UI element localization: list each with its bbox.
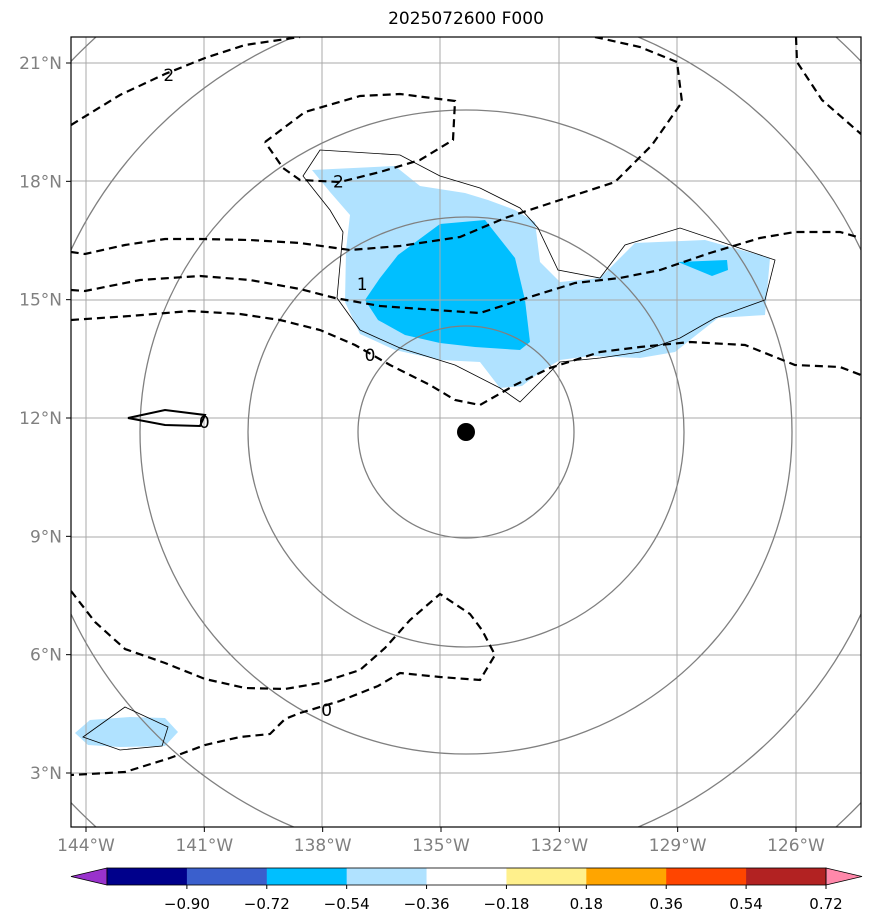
latitude-labels: 21°N 18°N 15°N 12°N 9°N 6°N 3°N <box>19 54 71 784</box>
colorbar: −0.90 −0.72 −0.54 −0.36 −0.18 0.18 0.36 0.54 0.7… <box>70 867 863 913</box>
longitude-labels: 144°W 141°W 138°W 135°W 132°W 129°W 126°W <box>57 827 825 856</box>
lon-tick-label: 132°W <box>530 836 588 856</box>
colorbar-bin <box>746 868 827 885</box>
dashed-contours <box>71 37 861 777</box>
contour-label: 0 <box>199 413 210 433</box>
lat-tick-label: 12°N <box>19 409 62 429</box>
lon-tick-label: 129°W <box>649 836 707 856</box>
lon-tick-label: 138°W <box>294 836 352 856</box>
lon-tick-label: 141°W <box>175 836 233 856</box>
lat-tick-label: 21°N <box>19 54 62 74</box>
colorbar-label: 0.54 <box>729 895 762 913</box>
lon-tick-label: 126°W <box>767 836 825 856</box>
lat-tick-label: 18°N <box>19 172 62 192</box>
lat-tick-label: 3°N <box>30 764 62 784</box>
lon-tick-label: 135°W <box>412 836 470 856</box>
shading-outline <box>82 149 776 751</box>
colorbar-label: −0.72 <box>244 895 290 913</box>
shading-deep-blue <box>365 220 728 350</box>
contour-label: 2 <box>333 172 344 192</box>
colorbar-bin <box>266 868 348 885</box>
lat-tick-label: 15°N <box>19 291 62 311</box>
contour-label: 2 <box>163 66 174 86</box>
contour-labels: 2 2 1 0 0 0 <box>163 66 376 721</box>
graticule <box>71 37 861 827</box>
colorbar-label: −0.54 <box>324 895 370 913</box>
lat-tick-label: 6°N <box>30 646 62 666</box>
colorbar-bin <box>586 868 667 885</box>
solid-contour <box>127 408 207 428</box>
colorbar-bin <box>506 868 587 885</box>
colorbar-bin <box>666 868 747 885</box>
colorbar-extend-high <box>825 867 863 886</box>
colorbar-label: −0.18 <box>483 895 529 913</box>
colorbar-bin <box>186 868 268 885</box>
colorbar-label: 0.72 <box>809 895 842 913</box>
lat-tick-label: 9°N <box>30 527 62 547</box>
contour-label: 0 <box>365 346 376 366</box>
colorbar-frame <box>106 867 827 886</box>
colorbar-extend-low <box>70 867 108 886</box>
colorbar-bin <box>107 868 188 885</box>
lon-tick-label: 144°W <box>57 836 115 856</box>
colorbar-label: −0.36 <box>404 895 450 913</box>
contour-label: 1 <box>357 275 368 295</box>
colorbar-bin <box>346 868 428 885</box>
colorbar-label: 0.36 <box>650 895 683 913</box>
contour-label: 0 <box>321 701 332 721</box>
map-title: 2025072600 F000 <box>388 9 544 29</box>
map-frame <box>70 36 862 828</box>
colorbar-label: 0.18 <box>570 895 603 913</box>
colorbar-label: −0.90 <box>164 895 210 913</box>
storm-center-marker <box>457 423 475 441</box>
colorbar-bin <box>426 868 507 885</box>
